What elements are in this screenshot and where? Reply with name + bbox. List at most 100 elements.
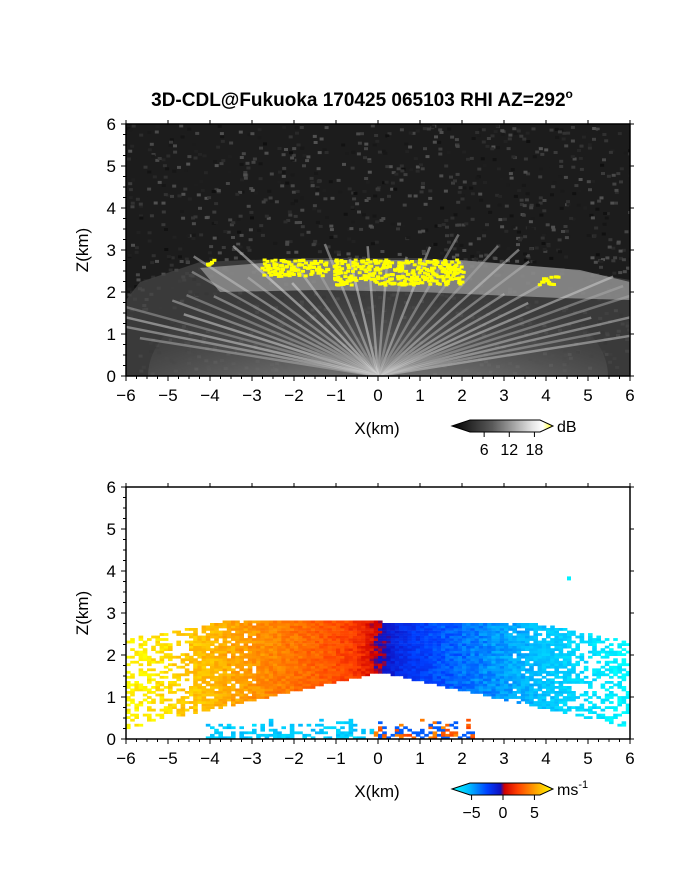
noise-cell — [521, 213, 526, 217]
velocity-cell — [231, 655, 236, 659]
velocity-cell — [218, 665, 223, 669]
velocity-cell — [445, 663, 450, 667]
noise-cell — [306, 230, 311, 234]
y-tick-label: 6 — [107, 115, 116, 134]
velocity-cell — [554, 653, 559, 656]
velocity-cell — [529, 663, 534, 667]
velocity-cell — [361, 638, 366, 641]
noise-cell — [459, 243, 464, 247]
noise-cell — [500, 133, 505, 136]
noise-cell — [559, 206, 564, 210]
velocity-cell — [562, 675, 568, 679]
velocity-cell — [252, 653, 257, 656]
velocity-cell — [512, 640, 517, 644]
velocity-cell — [176, 711, 181, 714]
noise-cell — [317, 250, 322, 254]
velocity-cell — [273, 645, 278, 649]
saturated-cell — [445, 273, 450, 277]
velocity-cell — [508, 673, 513, 677]
velocity-cell — [336, 668, 341, 672]
velocity-cell — [134, 716, 139, 719]
velocity-cell — [558, 645, 564, 649]
velocity-cell — [378, 620, 383, 624]
velocity-cell — [361, 650, 366, 654]
velocity-cell — [516, 691, 522, 694]
velocity-cell — [466, 675, 471, 679]
noise-cell — [149, 142, 154, 146]
saturated-cell — [385, 273, 390, 277]
velocity-cell — [529, 645, 534, 649]
noise-cell — [524, 198, 529, 202]
velocity-cell — [323, 645, 328, 649]
velocity-cell — [596, 638, 601, 641]
saturated-cell — [334, 267, 339, 271]
velocity-cell — [214, 650, 219, 654]
noise-cell — [295, 189, 300, 193]
noise-cell — [525, 131, 530, 135]
velocity-cell — [327, 665, 333, 669]
velocity-cell — [126, 716, 131, 719]
velocity-cell — [428, 660, 433, 664]
velocity-cell — [260, 728, 265, 732]
velocity-cell — [390, 655, 396, 659]
velocity-cell — [319, 650, 324, 654]
velocity-cell — [520, 688, 526, 692]
velocity-cell — [268, 678, 274, 682]
velocity-cell — [239, 660, 244, 664]
velocity-cell — [390, 623, 396, 626]
y-tick-label: 2 — [107, 283, 116, 302]
velocity-cell — [466, 645, 471, 649]
velocity-cell — [436, 653, 442, 656]
velocity-cell — [134, 688, 139, 692]
noise-cell — [618, 249, 623, 253]
velocity-cell — [596, 675, 601, 679]
velocity-cell — [600, 716, 606, 719]
velocity-cell — [281, 681, 286, 684]
velocity-cell — [592, 703, 597, 707]
velocity-cell — [142, 686, 148, 689]
velocity-cell — [277, 681, 282, 684]
velocity-cell — [583, 708, 589, 712]
noise-cell — [480, 157, 485, 161]
velocity-cell — [369, 655, 375, 659]
velocity-cell — [512, 650, 517, 654]
velocity-cell — [281, 733, 286, 737]
velocity-cell — [365, 635, 370, 639]
velocity-cell — [273, 660, 278, 664]
saturated-cell — [458, 282, 463, 286]
saturated-cell — [267, 271, 272, 275]
velocity-cell — [403, 638, 408, 641]
velocity-cell — [516, 686, 522, 689]
noise-cell — [421, 181, 425, 185]
velocity-cell — [235, 620, 240, 624]
noise-cell — [438, 128, 443, 132]
noise-cell — [220, 135, 225, 139]
velocity-cell — [415, 733, 421, 737]
velocity-cell — [470, 630, 475, 634]
backscatter-heatmap — [126, 124, 630, 376]
saturated-cell — [404, 259, 409, 263]
noise-cell — [552, 181, 557, 185]
velocity-cell — [399, 668, 404, 672]
velocity-cell — [163, 633, 169, 636]
velocity-cell — [483, 665, 488, 669]
noise-cell — [437, 140, 442, 144]
velocity-cell — [445, 625, 450, 629]
noise-cell — [324, 216, 329, 219]
velocity-cell — [239, 623, 244, 626]
velocity-cell — [508, 635, 513, 639]
velocity-cell — [222, 658, 228, 662]
velocity-cell — [424, 635, 429, 639]
velocity-cell — [533, 693, 538, 697]
velocity-cell — [331, 628, 337, 631]
velocity-cell — [508, 638, 513, 641]
velocity-cell — [466, 726, 471, 730]
velocity-cell — [520, 638, 526, 641]
saturated-cell — [333, 270, 338, 273]
velocity-cell — [315, 633, 320, 636]
noise-cell — [239, 156, 244, 159]
velocity-cell — [205, 675, 211, 679]
velocity-cell — [231, 726, 236, 730]
velocity-cell — [554, 686, 559, 689]
velocity-cell — [310, 620, 316, 624]
